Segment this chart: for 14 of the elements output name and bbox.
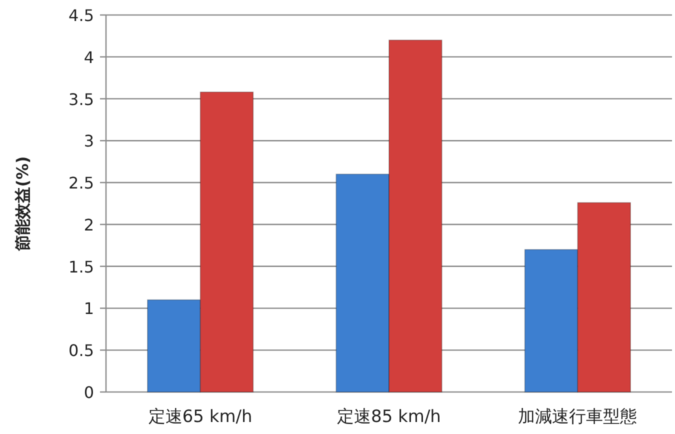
x-tick-label: 加減速行車型態 [518,407,638,427]
y-tick-label: 1.5 [68,257,94,276]
x-tick-label: 定速65 km/h [148,407,252,427]
y-tick-label: 4 [84,48,94,67]
y-tick-label: 2 [84,215,94,234]
y-tick-label: 2.5 [68,174,94,193]
y-tick-label: 0.5 [68,341,94,360]
y-tick-label: 1 [84,299,94,318]
y-axis-title: 節能效益(%) [13,156,32,252]
y-tick-label: 0 [84,383,94,402]
y-tick-label: 3 [84,132,94,151]
x-tick-label: 定速85 km/h [337,407,441,427]
y-tick-label: 3.5 [68,90,94,109]
y-tick-label: 4.5 [68,6,94,25]
